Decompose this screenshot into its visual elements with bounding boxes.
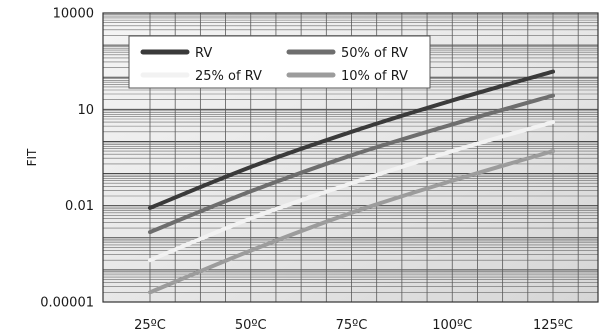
y-tick-label: 0.00001	[40, 296, 94, 311]
x-tick-labels: 25ºC 50ºC 75ºC 100ºC 125ºC	[134, 318, 573, 333]
y-tick-label: 0.01	[65, 199, 94, 214]
y-tick-labels: 10000 10 0.01 0.00001	[40, 7, 94, 311]
series-line-10-of-rv	[148, 149, 555, 295]
y-axis-label: FIT	[25, 148, 39, 166]
x-tick-label: 50ºC	[235, 318, 267, 333]
x-tick-label: 125ºC	[533, 318, 573, 333]
series-line-rv	[148, 69, 555, 210]
plot-frame	[102, 12, 599, 303]
legend-label-25-of-rv: 25% of RV	[195, 69, 262, 84]
y-tick-label: 10000	[53, 7, 94, 22]
x-tick-label: 100ºC	[432, 318, 472, 333]
legend-box	[128, 35, 431, 89]
legend: RV 50% of RV 25% of RV 10% of RV	[128, 35, 431, 89]
legend-label-rv: RV	[195, 46, 212, 61]
x-tick-label: 25ºC	[134, 318, 166, 333]
series-lines	[148, 69, 555, 295]
x-tick-label: 75ºC	[336, 318, 368, 333]
legend-label-10-of-rv: 10% of RV	[341, 69, 408, 84]
series-line-50-of-rv	[148, 93, 555, 235]
legend-label-50-of-rv: 50% of RV	[341, 46, 408, 61]
series-line-25-of-rv	[148, 120, 555, 263]
y-tick-label: 10	[77, 103, 94, 118]
